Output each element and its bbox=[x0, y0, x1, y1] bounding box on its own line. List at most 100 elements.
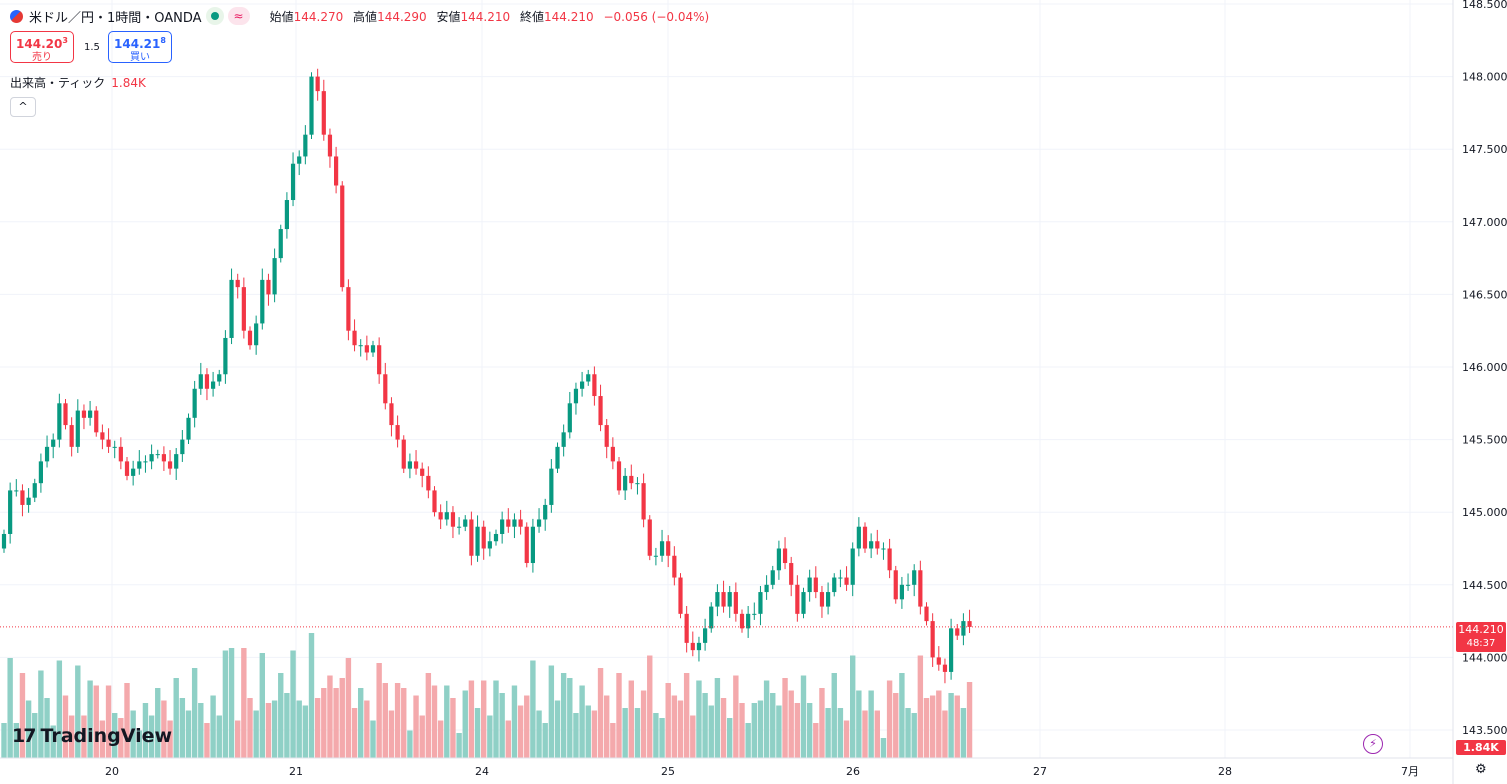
volume-bar bbox=[757, 700, 764, 758]
candle-body bbox=[912, 570, 917, 585]
volume-bar bbox=[265, 703, 272, 758]
volume-bar bbox=[727, 718, 733, 758]
candle-body bbox=[204, 374, 210, 389]
volume-bar bbox=[87, 680, 93, 758]
low-value: 144.210 bbox=[460, 9, 511, 24]
candle-body bbox=[838, 577, 843, 579]
volume-bar bbox=[228, 648, 235, 758]
volume-bar bbox=[739, 703, 745, 758]
volume-bar bbox=[167, 720, 173, 758]
tradingview-logo[interactable]: 17 TradingView bbox=[12, 725, 172, 747]
candle-body bbox=[616, 461, 622, 491]
volume-bar bbox=[524, 695, 530, 758]
candle-body bbox=[875, 541, 880, 549]
symbol-title[interactable]: 米ドル／円・1時間・OANDA bbox=[29, 10, 202, 26]
volume-bar bbox=[271, 700, 278, 758]
volume-bar bbox=[296, 700, 302, 758]
candle-body bbox=[653, 555, 658, 557]
candle-body bbox=[124, 461, 130, 476]
candle-body bbox=[241, 287, 246, 331]
candle-body bbox=[573, 388, 579, 404]
ohlc-values: 始値144.270 高値144.290 安値144.210 終値144.210 … bbox=[264, 8, 710, 25]
volume-bar bbox=[210, 695, 216, 758]
volume-bar bbox=[893, 693, 899, 758]
candle-body bbox=[684, 613, 689, 643]
candle-body bbox=[678, 577, 683, 614]
data-mode-badge[interactable]: ≈ bbox=[227, 7, 250, 25]
candle-body bbox=[180, 439, 185, 455]
volume-bar bbox=[19, 673, 26, 758]
volume-bar bbox=[198, 703, 204, 758]
volume-bar bbox=[843, 720, 850, 758]
candle-body bbox=[524, 526, 529, 564]
lightning-icon[interactable]: ⚡ bbox=[1363, 734, 1383, 754]
candle-body bbox=[592, 374, 597, 397]
candle-body bbox=[57, 403, 62, 440]
volume-bar bbox=[136, 730, 142, 758]
volume-bar bbox=[585, 705, 591, 758]
candle-body bbox=[321, 91, 326, 135]
candle-body bbox=[899, 584, 904, 600]
candle-body bbox=[481, 526, 486, 549]
time-tick-label: 25 bbox=[661, 765, 675, 778]
volume-bar bbox=[542, 723, 548, 758]
volume-bar bbox=[394, 683, 401, 758]
volume-bar bbox=[216, 715, 222, 758]
volume-bar bbox=[407, 730, 413, 758]
candle-body bbox=[961, 621, 966, 636]
candle-body bbox=[586, 374, 591, 382]
time-tick-label: 28 bbox=[1218, 765, 1232, 778]
volume-bar bbox=[185, 710, 192, 758]
volume-bar bbox=[487, 715, 493, 758]
volume-bar bbox=[917, 655, 924, 758]
volume-bar bbox=[462, 690, 468, 758]
candle-body bbox=[721, 592, 726, 607]
volume-legend-value: 1.84K bbox=[111, 76, 146, 90]
volume-bar bbox=[376, 663, 382, 758]
volume-legend[interactable]: 出来高・ティック 1.84K bbox=[10, 74, 146, 91]
time-axis: 20 21 24 25 26 27 28 7月 bbox=[105, 765, 1419, 778]
volume-bar bbox=[776, 705, 782, 758]
candle-body bbox=[727, 592, 732, 607]
candle-body bbox=[14, 490, 19, 492]
volume-bar bbox=[222, 650, 229, 758]
volume-bar bbox=[419, 715, 425, 758]
candle-body bbox=[506, 519, 511, 527]
volume-bar bbox=[960, 708, 967, 758]
collapse-legend-button[interactable]: ^ bbox=[10, 97, 36, 117]
candle-body bbox=[580, 381, 585, 389]
close-value: 144.210 bbox=[544, 9, 594, 24]
candle-body bbox=[8, 490, 13, 534]
chart-header: 米ドル／円・1時間・OANDA ≈ 始値144.270 高値144.290 安値… bbox=[10, 6, 709, 26]
candle-body bbox=[327, 134, 333, 157]
candle-body bbox=[186, 417, 191, 440]
volume-bar bbox=[616, 673, 622, 758]
price-tick-label: 147.000 bbox=[1462, 216, 1507, 229]
candle-body bbox=[758, 592, 763, 614]
buy-button[interactable]: 144.218 買い bbox=[108, 31, 172, 63]
candlesticks bbox=[1, 68, 972, 684]
volume-bar bbox=[702, 693, 708, 758]
candle-body bbox=[75, 410, 80, 447]
candle-body bbox=[518, 519, 523, 527]
candle-body bbox=[789, 563, 794, 585]
candle-body bbox=[826, 592, 831, 607]
volume-bar bbox=[130, 710, 136, 758]
sell-button[interactable]: 144.203 売り bbox=[10, 31, 74, 63]
candle-body bbox=[112, 446, 117, 448]
candle-body bbox=[733, 592, 738, 614]
candle-body bbox=[690, 642, 695, 651]
candle-body bbox=[887, 548, 892, 571]
candle-body bbox=[247, 330, 253, 346]
volume-bar bbox=[314, 698, 321, 758]
candle-body bbox=[413, 461, 419, 469]
candle-body bbox=[155, 454, 160, 456]
volume-bar bbox=[105, 685, 112, 758]
volume-bar bbox=[25, 700, 32, 758]
settings-gear-icon[interactable]: ⚙ bbox=[1475, 762, 1487, 777]
candle-body bbox=[543, 504, 548, 520]
market-open-icon[interactable] bbox=[205, 7, 224, 25]
candle-body bbox=[450, 512, 456, 527]
candle-body bbox=[475, 526, 480, 556]
